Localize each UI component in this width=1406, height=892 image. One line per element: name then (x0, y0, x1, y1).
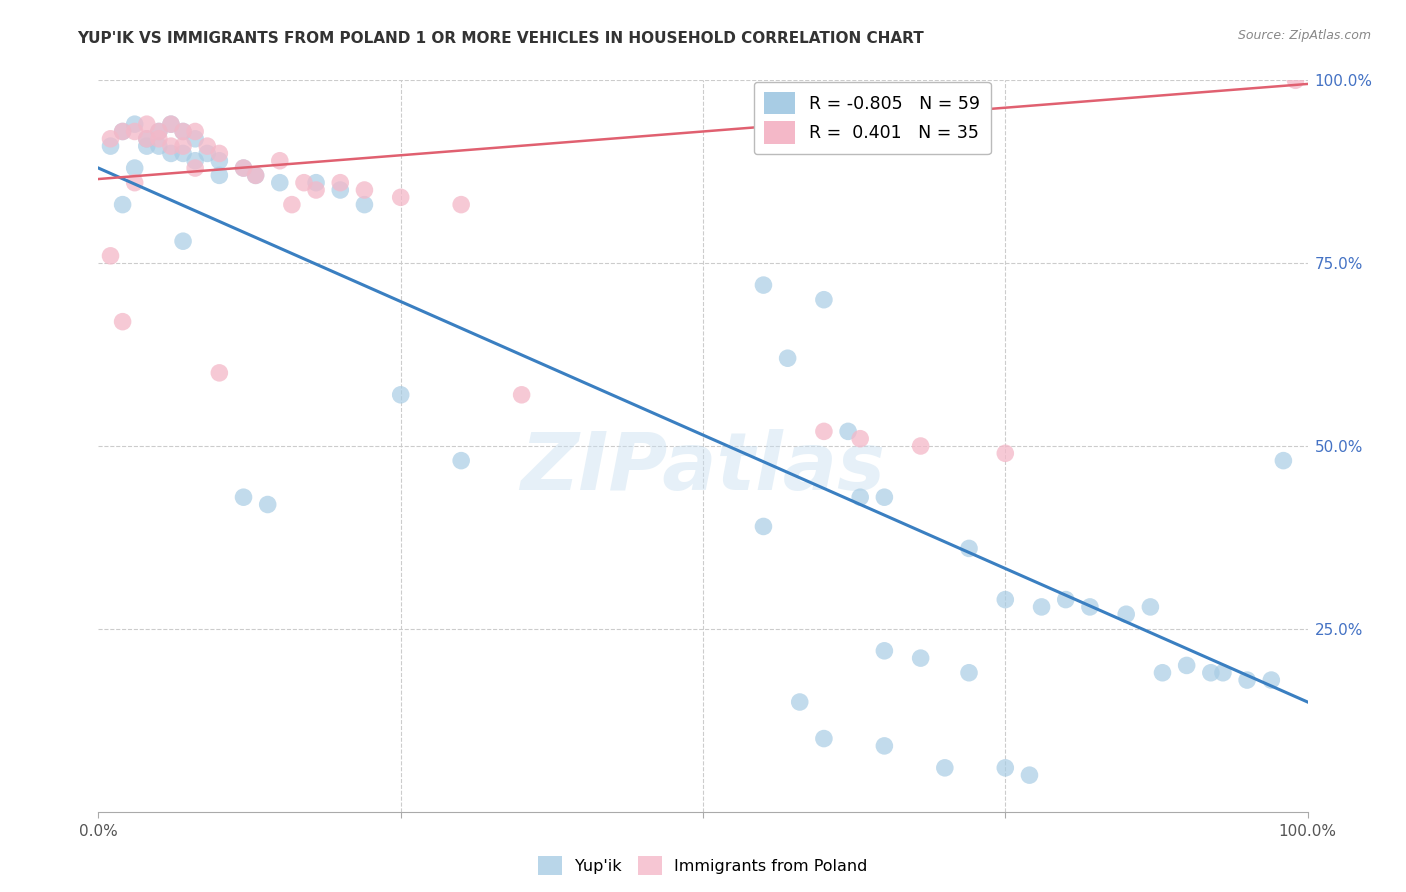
Text: Source: ZipAtlas.com: Source: ZipAtlas.com (1237, 29, 1371, 42)
Point (813, 425, 835, 439)
Point (160, 146, 183, 161)
Point (994, 446, 1017, 460)
Point (910, 651, 932, 665)
Point (873, 739, 896, 753)
Point (305, 183, 328, 197)
Point (100, 132, 122, 146)
Point (160, 117, 183, 131)
Point (813, 293, 835, 307)
Point (172, 146, 194, 161)
Point (124, 117, 146, 131)
Point (1199, 665, 1222, 680)
Point (329, 183, 352, 197)
Point (994, 592, 1017, 607)
Point (329, 176, 352, 190)
Point (1031, 599, 1053, 614)
Point (849, 490, 872, 504)
Point (111, 124, 134, 138)
Point (148, 124, 170, 138)
Point (450, 197, 472, 211)
Point (934, 761, 956, 775)
Point (184, 153, 207, 168)
Point (124, 161, 146, 175)
Point (1078, 599, 1101, 614)
Point (184, 124, 207, 138)
Point (148, 132, 170, 146)
Point (1175, 658, 1198, 673)
Text: ZIPatlas: ZIPatlas (520, 429, 886, 507)
Point (184, 161, 207, 175)
Point (195, 146, 218, 161)
Point (292, 176, 315, 190)
Point (269, 153, 291, 168)
Point (957, 541, 980, 556)
Point (389, 190, 412, 204)
Point (111, 315, 134, 329)
Point (135, 132, 157, 146)
Point (232, 490, 254, 504)
Point (281, 197, 304, 211)
Point (1115, 607, 1137, 622)
Point (172, 139, 194, 153)
Point (256, 498, 278, 512)
Point (195, 139, 218, 153)
Point (160, 139, 183, 153)
Point (813, 731, 835, 746)
Point (245, 169, 267, 183)
Point (1139, 599, 1161, 614)
Point (837, 425, 859, 439)
Point (160, 117, 183, 131)
Point (789, 695, 811, 709)
Point (305, 176, 328, 190)
Legend: Yup'ik, Immigrants from Poland: Yup'ik, Immigrants from Poland (533, 852, 873, 880)
Point (269, 176, 291, 190)
Point (873, 644, 896, 658)
Point (994, 761, 1017, 775)
Point (353, 197, 375, 211)
Point (172, 124, 194, 138)
Point (135, 139, 157, 153)
Point (353, 183, 375, 197)
Point (232, 161, 254, 175)
Point (100, 139, 122, 153)
Point (910, 439, 932, 453)
Point (232, 161, 254, 175)
Point (752, 519, 775, 533)
Text: YUP'IK VS IMMIGRANTS FROM POLAND 1 OR MORE VEHICLES IN HOUSEHOLD CORRELATION CHA: YUP'IK VS IMMIGRANTS FROM POLAND 1 OR MO… (77, 31, 924, 46)
Point (776, 351, 799, 366)
Point (148, 124, 170, 138)
Point (1054, 592, 1077, 607)
Point (135, 132, 157, 146)
Point (1260, 673, 1282, 687)
Point (111, 124, 134, 138)
Point (450, 453, 472, 467)
Point (1152, 665, 1174, 680)
Point (1212, 665, 1234, 680)
Point (148, 139, 170, 153)
Point (208, 153, 231, 168)
Point (124, 124, 146, 138)
Point (184, 132, 207, 146)
Point (1284, 73, 1306, 87)
Point (245, 169, 267, 183)
Point (135, 117, 157, 131)
Point (1236, 673, 1258, 687)
Point (510, 388, 533, 402)
Point (172, 124, 194, 138)
Point (389, 388, 412, 402)
Point (208, 169, 231, 183)
Point (752, 278, 775, 293)
Point (100, 249, 122, 263)
Point (111, 197, 134, 211)
Point (873, 490, 896, 504)
Point (1018, 768, 1040, 782)
Point (208, 366, 231, 380)
Legend: R = -0.805   N = 59, R =  0.401   N = 35: R = -0.805 N = 59, R = 0.401 N = 35 (754, 82, 991, 154)
Point (208, 146, 231, 161)
Point (957, 665, 980, 680)
Point (849, 432, 872, 446)
Point (124, 176, 146, 190)
Point (172, 234, 194, 248)
Point (1272, 453, 1295, 467)
